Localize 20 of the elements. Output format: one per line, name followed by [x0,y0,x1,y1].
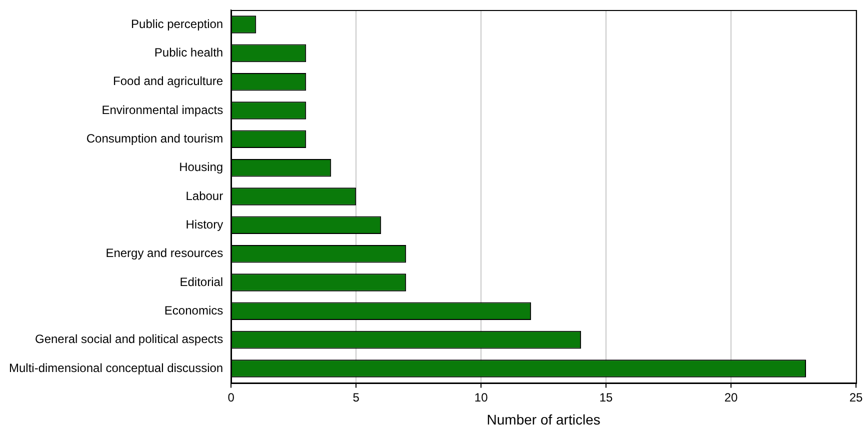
y-tick-label: Public health [154,46,224,60]
y-tick-label: Multi-dimensional conceptual discussion [9,360,224,375]
y-tick-label: Labour [186,188,224,203]
x-tick-label: 20 [724,390,738,404]
x-tick-label: 5 [352,390,360,404]
x-axis-title: Number of articles [486,411,600,428]
y-tick-label: Consumption and tourism [86,131,224,146]
y-tick-label: Environmental impacts [102,102,224,117]
y-tick-label: Editorial [180,274,224,289]
x-tick-label: 0 [228,390,235,404]
y-tick-label: General social and political aspects [35,332,224,346]
y-tick-label: Energy and resources [106,246,224,260]
y-tick-label: History [186,217,224,232]
y-tick-label: Food and agriculture [113,74,224,88]
y-tick-label: Public perception [131,16,224,31]
x-tick-label: 25 [849,390,863,404]
y-tick-label: Housing [179,160,224,174]
y-tick-label: Economics [164,303,224,318]
x-tick-label: 10 [474,390,488,404]
x-tick-label: 15 [599,390,614,404]
